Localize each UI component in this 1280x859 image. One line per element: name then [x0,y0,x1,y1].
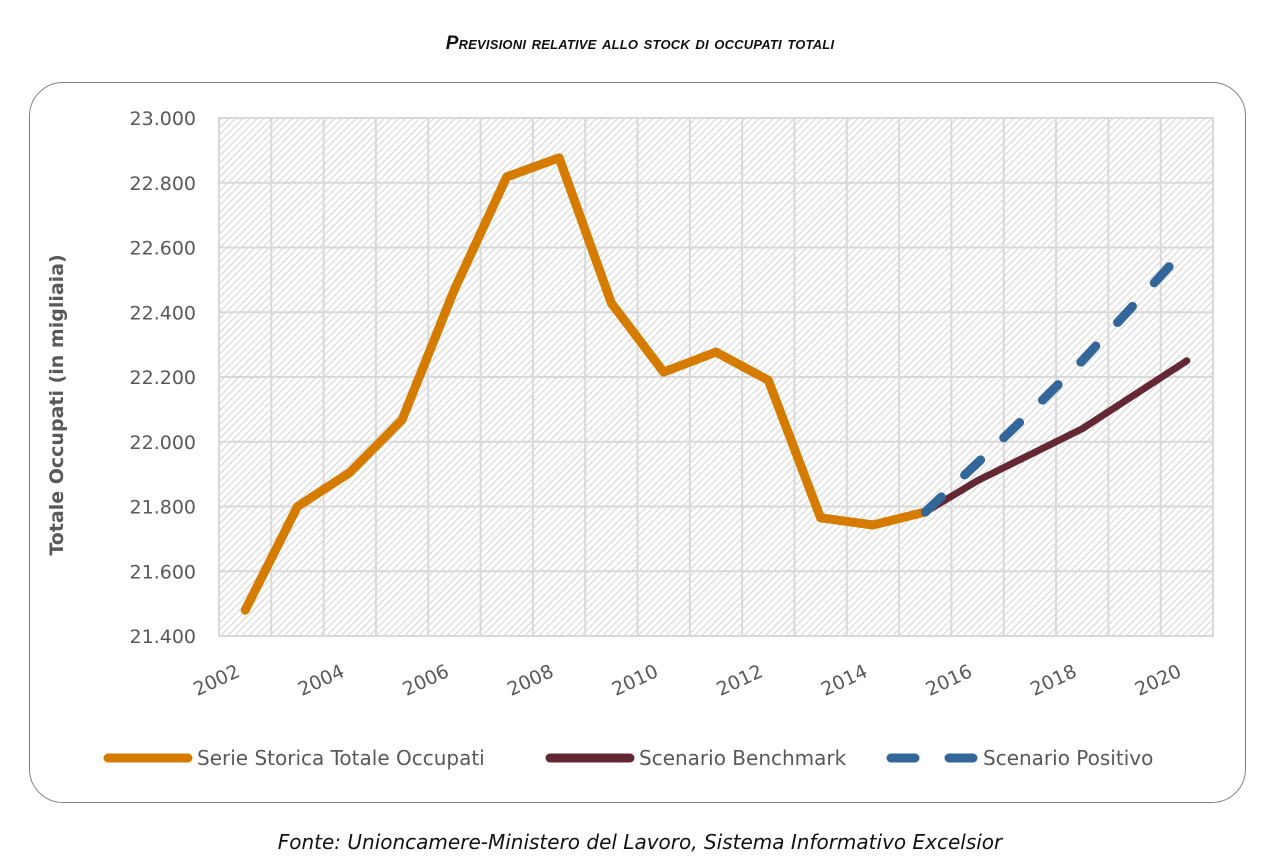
y-tick-label: 22.200 [130,367,196,389]
series-lines [240,153,1192,615]
x-tick-label: 2008 [504,660,557,700]
x-axis-ticks: 2002 2004 2006 2008 2010 2012 2014 2016 2018 2020 [190,660,1185,700]
x-tick-label: 2006 [399,660,452,700]
y-axis-label: Totale Occupati (in migliaia) [46,254,68,555]
x-tick-label: 2018 [1027,660,1080,700]
legend-label: Scenario Positivo [983,746,1153,770]
series-line-scenario-benchmark [921,357,1191,516]
series-line-scenario-positivo [920,243,1192,517]
y-tick-label: 22.400 [130,302,196,324]
x-tick-label: 2004 [295,660,348,700]
x-tick-label: 2002 [190,660,243,700]
y-tick-label: 22.000 [130,432,196,454]
y-tick-label: 21.400 [130,626,196,648]
x-tick-label: 2012 [713,660,766,700]
chart-title: Previsioni relative allo stock di occupa… [445,33,835,54]
y-axis-ticks: 21.400 21.600 21.800 22.000 22.200 22.400 22.6… [130,108,196,648]
x-tick-label: 2020 [1132,660,1185,700]
y-tick-label: 23.000 [130,108,196,130]
source-note: Fonte: Unioncamere-Ministero del Lavoro,… [277,830,1003,854]
y-tick-label: 22.600 [130,238,196,260]
x-tick-label: 2010 [609,660,662,700]
series-line-serie-storica-totale-occupati [240,153,930,615]
x-tick-label: 2014 [818,660,871,700]
y-tick-label: 22.800 [130,173,196,195]
legend-label: Scenario Benchmark [639,746,847,770]
y-tick-label: 21.600 [130,561,196,583]
legend-label: Serie Storica Totale Occupati [197,746,485,770]
y-tick-label: 21.800 [130,497,196,519]
plot-border [218,117,1214,637]
legend: Serie Storica Totale Occupati Scenario Be… [103,746,1153,770]
x-tick-label: 2016 [922,660,975,700]
